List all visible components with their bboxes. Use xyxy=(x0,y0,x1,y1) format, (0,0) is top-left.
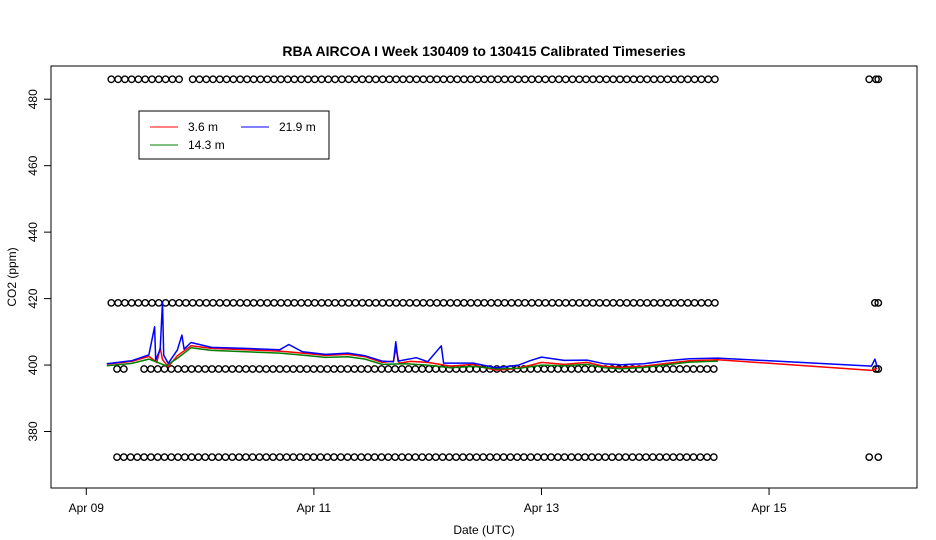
scatter-point xyxy=(709,453,718,461)
scatter-point xyxy=(119,365,128,373)
y-tick-label: 440 xyxy=(26,222,40,242)
scatter-point xyxy=(865,453,874,461)
series-lines-layer xyxy=(106,301,878,372)
legend-box xyxy=(138,110,330,160)
scatter-point xyxy=(874,75,883,84)
scatter-point xyxy=(871,298,879,307)
legend-label-3-6m: 3.6 m xyxy=(188,120,218,134)
scatter-point xyxy=(711,75,719,84)
x-tick-label: Apr 13 xyxy=(524,501,560,515)
y-tick-label: 480 xyxy=(26,89,40,109)
y-tick-label: 460 xyxy=(26,155,40,175)
x-tick-label: Apr 11 xyxy=(297,501,332,515)
scatter-point xyxy=(872,75,880,84)
series-line-2 xyxy=(106,301,878,369)
scatter-point xyxy=(709,365,718,373)
scatter-point xyxy=(711,298,719,307)
y-tick-label: 380 xyxy=(26,421,40,441)
x-tick-label: Apr 09 xyxy=(69,501,105,515)
scatter-point xyxy=(175,75,184,84)
x-tick-label: Apr 15 xyxy=(751,501,787,515)
scatter-point xyxy=(874,453,883,461)
y-tick-label: 420 xyxy=(26,288,40,308)
y-axis-label: CO2 (ppm) xyxy=(5,247,19,306)
y-axis: 380 400 420 440 460 480 xyxy=(26,89,51,442)
scatter-points-layer xyxy=(107,75,883,461)
chart-title: RBA AIRCOA I Week 130409 to 130415 Calib… xyxy=(282,43,686,59)
legend-label-21-9m: 21.9 m xyxy=(279,120,316,134)
legend-label-14-3m: 14.3 m xyxy=(188,138,225,152)
legend: 3.6 m 14.3 m 21.9 m xyxy=(138,110,330,160)
series-line-1 xyxy=(106,347,718,370)
plot-frame xyxy=(50,65,918,489)
scatter-point xyxy=(872,365,880,373)
x-axis: Apr 09 Apr 11 Apr 13 Apr 15 xyxy=(69,488,787,515)
y-tick-label: 400 xyxy=(26,355,40,375)
x-axis-label: Date (UTC) xyxy=(453,523,514,537)
scatter-point xyxy=(874,298,883,307)
